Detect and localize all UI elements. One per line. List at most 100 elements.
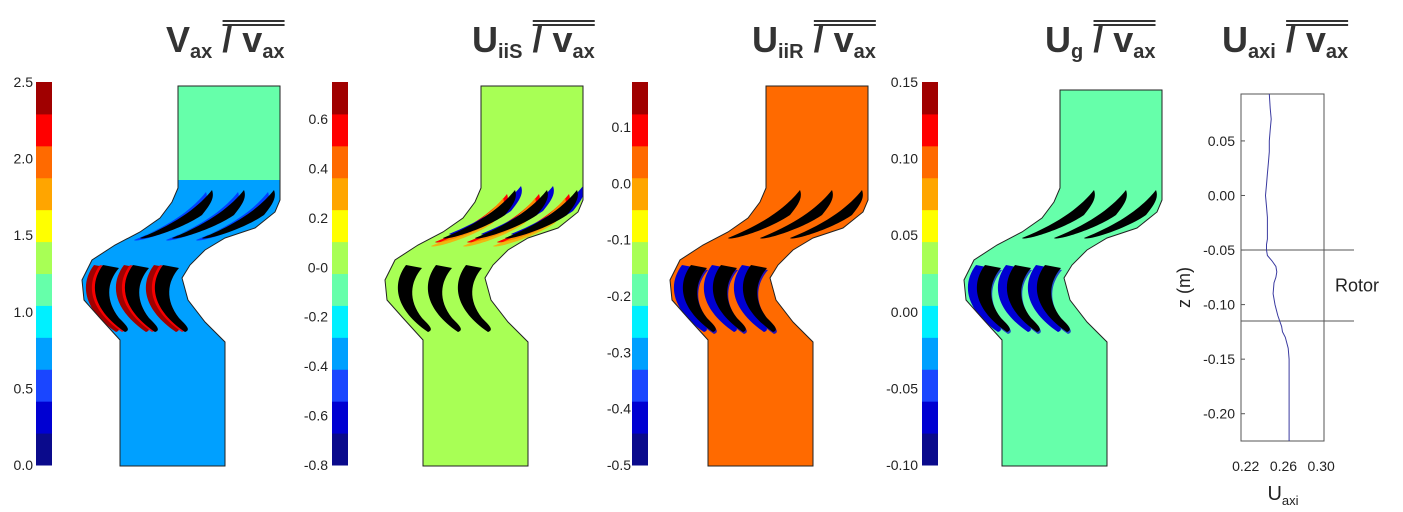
stator-blade: [728, 190, 801, 239]
x-axis-label: Uaxi: [1267, 483, 1298, 508]
stator-blade: [1084, 190, 1157, 239]
colorbar-segment: [36, 209, 52, 243]
panel-title-1: Vax / vax: [166, 19, 285, 63]
stator-blade: [1022, 190, 1095, 239]
colorbar-tick-label: 0.1: [612, 119, 632, 135]
colorbar-segment: [632, 369, 648, 402]
y-tick-label: -0.20: [1203, 406, 1235, 422]
colorbar-segment: [36, 273, 52, 306]
contour-field: [964, 90, 1162, 466]
colorbar-tick-label: 0-0: [308, 259, 328, 275]
colorbar-segment: [332, 209, 348, 243]
colorbar-segment: [632, 177, 648, 211]
blade-wake-contour: [733, 265, 767, 332]
colorbar-segment: [332, 145, 348, 179]
colorbar-segment: [922, 369, 938, 402]
chart-title: Uaxi / vax: [1222, 19, 1349, 63]
colorbar-segment: [36, 145, 52, 179]
contour-panel-4: [963, 89, 1163, 467]
colorbar-segment: [922, 433, 938, 466]
colorbar-segment: [36, 433, 52, 466]
colorbar-tick-label: 1.0: [14, 304, 34, 320]
stator-blade: [475, 190, 548, 239]
contour-panel-2: [384, 85, 584, 467]
stator-blade: [202, 190, 275, 239]
colorbar-segment: [922, 241, 938, 274]
colorbar-segment: [922, 145, 938, 179]
colorbar-tick-label: -0.6: [304, 408, 328, 424]
rotor-blade: [742, 265, 776, 332]
colorbar-segment: [922, 82, 938, 115]
colorbar-tick-label: 0.4: [309, 160, 329, 176]
colorbar-tick-label: 0.2: [309, 210, 329, 226]
rotor-blade: [427, 265, 461, 332]
colorbar-segment: [632, 433, 648, 466]
plot-frame: [1240, 93, 1325, 442]
colorbar-segment: [632, 113, 648, 147]
colorbar-segment: [632, 305, 648, 338]
field-upstream: [82, 86, 280, 180]
contour-panel-3: [669, 85, 869, 467]
colorbar-tick-label: -0.8: [304, 457, 328, 473]
colorbar-tick-label: 0.0: [14, 457, 34, 473]
colorbar-tick-label: 0.6: [309, 111, 329, 127]
colorbar-segment: [332, 369, 348, 402]
colorbar-tick-label: 2.0: [14, 151, 34, 167]
colorbar-segment: [632, 241, 648, 274]
colorbar-segment: [632, 273, 648, 306]
svg-text:Ug / vax: Ug / vax: [1045, 19, 1156, 63]
rotor-blade: [712, 265, 746, 332]
colorbar-segment: [332, 433, 348, 466]
blade-wake-contour: [673, 265, 707, 332]
colorbar-tick-label: -0.3: [607, 344, 631, 360]
contour-field: [670, 86, 868, 466]
y-tick-label: -0.05: [1203, 242, 1235, 258]
colorbar-segment: [36, 337, 52, 370]
blade-wake-contour: [1027, 265, 1061, 332]
colorbar-tick-label: 0.10: [891, 151, 918, 167]
stator-blade: [790, 190, 863, 239]
rotor-blade: [976, 265, 1010, 332]
colorbar-tick-label: -0.4: [304, 358, 328, 374]
panel-title-2: UiiS / vax: [472, 19, 595, 63]
colorbar-segment: [36, 369, 52, 402]
colorbar-segment: [922, 401, 938, 434]
panel-title-3: UiiR / vax: [752, 19, 876, 63]
colorbar-segment: [332, 401, 348, 434]
colorbar-tick-label: -0.10: [886, 457, 918, 473]
channel-outline: [963, 89, 1163, 467]
colorbar-tick-label: 0.0: [612, 175, 632, 191]
channel-outline: [384, 85, 584, 467]
colorbar-tick-label: 2.5: [14, 74, 34, 90]
x-tick-label: 0.22: [1232, 458, 1259, 474]
colorbar-segment: [632, 145, 648, 179]
stator-blade: [172, 190, 245, 239]
colorbar-segment: [36, 305, 52, 338]
rotor-label: Rotor: [1335, 276, 1379, 296]
colorbar-segment: [36, 401, 52, 434]
colorbar-segment: [332, 177, 348, 211]
blade-wake-contour: [967, 265, 1001, 332]
colorbar-segment: [332, 305, 348, 338]
stator-blade: [140, 190, 213, 239]
colorbar-2: 0.6 0.4 0.2 0-0 -0.2 -0.4 -0.6 -0.8: [304, 82, 348, 473]
rotor-blade: [1036, 265, 1070, 332]
field-upstream: [964, 90, 1162, 180]
colorbar-tick-label: -0.2: [607, 288, 631, 304]
colorbar-3: 0.1 0.0 -0.1 -0.2 -0.3 -0.4 -0.5: [607, 82, 648, 473]
stator-blade: [443, 190, 516, 239]
colorbar-segment: [922, 209, 938, 243]
rotor-blade: [457, 265, 491, 332]
colorbar-tick-label: -0.5: [607, 457, 631, 473]
colorbar-segment: [922, 177, 938, 211]
colorbar-segment: [632, 82, 648, 115]
contour-field: [82, 86, 280, 466]
colorbar-tick-label: 0.05: [891, 227, 918, 243]
blade-wake-contour: [997, 265, 1031, 332]
colorbar-4: 0.15 0.10 0.05 0.00 -0.05 -0.10: [886, 74, 938, 473]
colorbar-segment: [922, 273, 938, 306]
colorbar-segment: [36, 113, 52, 147]
stator-blade: [760, 190, 833, 239]
contour-field: [385, 86, 583, 466]
colorbar-tick-label: -0.05: [886, 380, 918, 396]
